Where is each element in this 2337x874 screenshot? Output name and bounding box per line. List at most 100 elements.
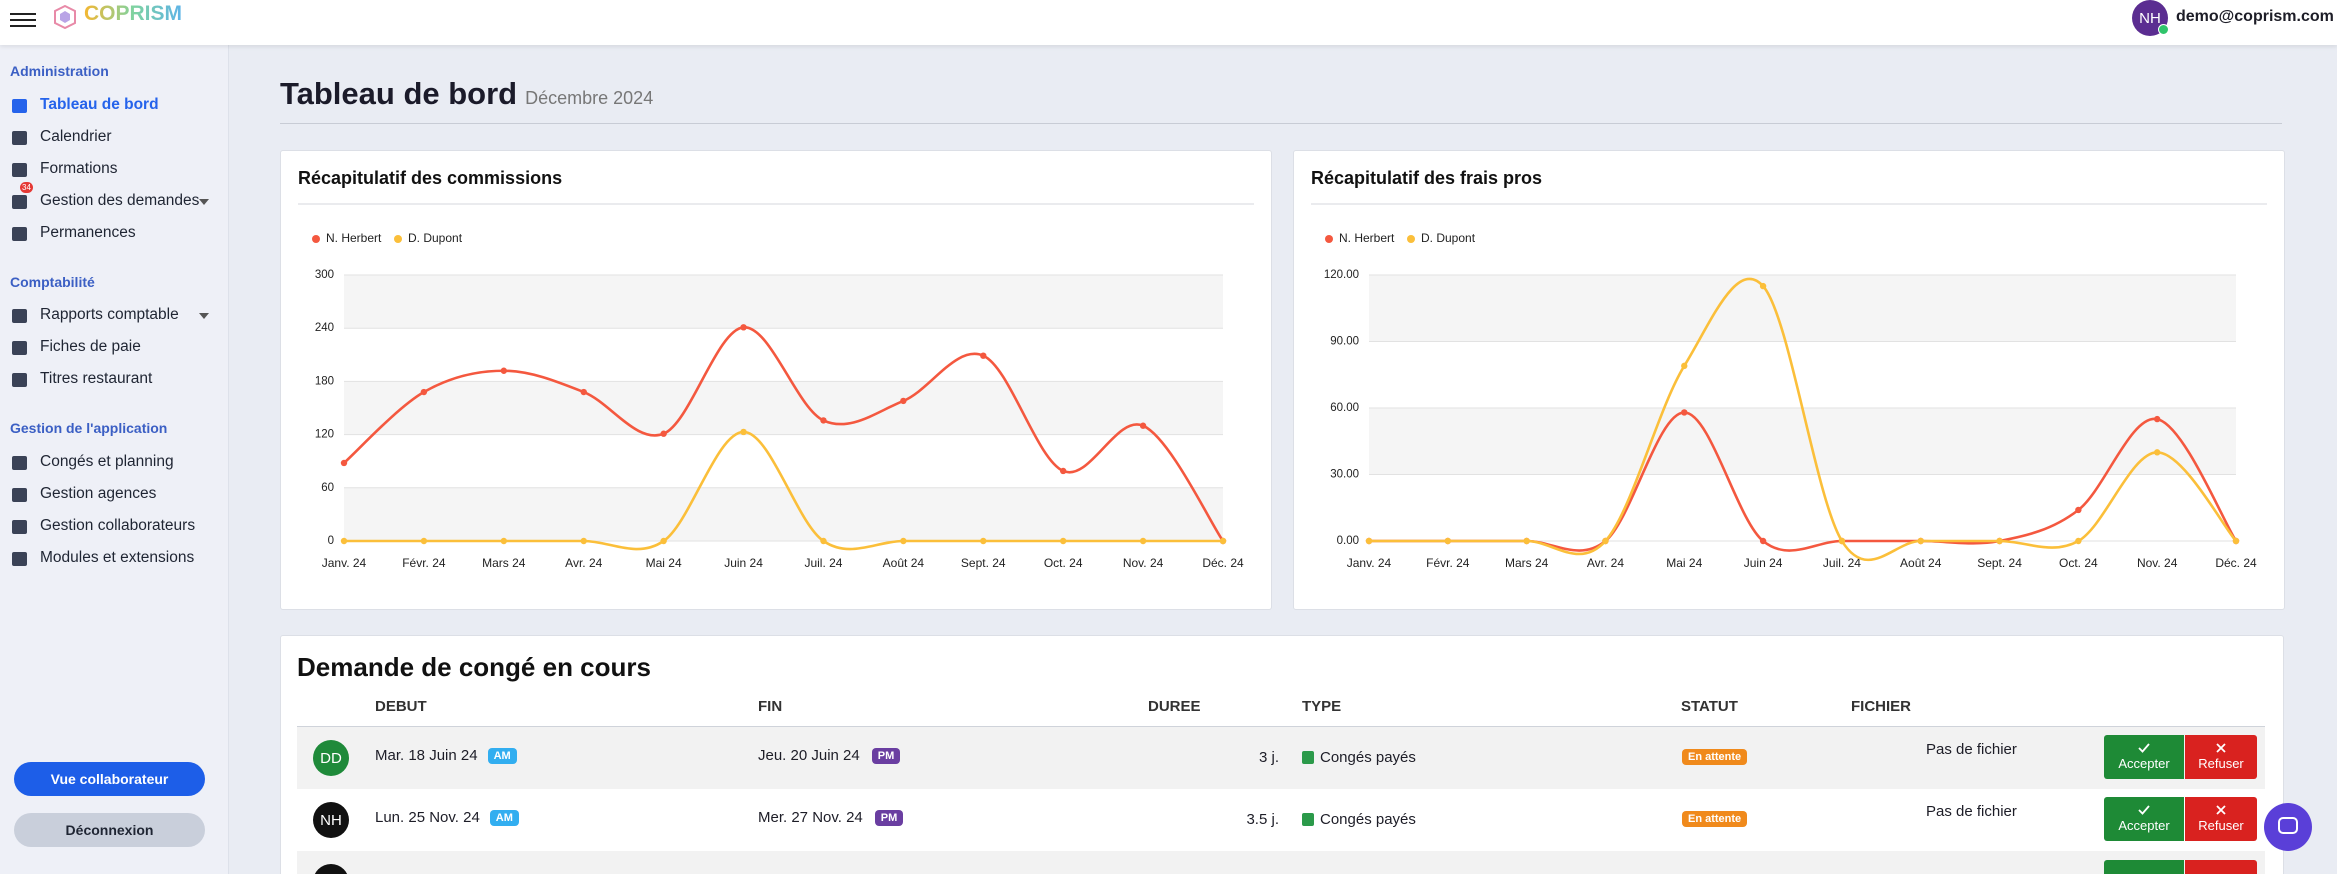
nav-icon bbox=[12, 163, 27, 177]
data-point bbox=[1139, 422, 1147, 429]
status-badge: En attente bbox=[1682, 811, 1748, 827]
data-point bbox=[420, 537, 428, 545]
nav-item[interactable]: Calendrier bbox=[40, 128, 112, 145]
y-tick-label: 0 bbox=[328, 535, 334, 547]
nav-item[interactable]: Formations bbox=[40, 160, 118, 177]
x-tick-label: Févr. 24 bbox=[402, 556, 446, 570]
end-cell: Jeu. 20 Juin 24 PM bbox=[758, 747, 901, 764]
column-header: STATUT bbox=[1681, 698, 1738, 715]
x-tick-label: Nov. 24 bbox=[2137, 556, 2178, 570]
refuse-button[interactable]: Refuser bbox=[2185, 735, 2257, 779]
data-point bbox=[1759, 282, 1767, 290]
data-point bbox=[2232, 537, 2240, 545]
section-title: Comptabilité bbox=[10, 274, 95, 290]
data-point bbox=[740, 428, 747, 436]
page-title: Tableau de bord Décembre 2024 bbox=[280, 76, 653, 112]
file: Pas de fichier bbox=[1926, 803, 2017, 820]
data-point bbox=[1444, 537, 1452, 545]
nav-item[interactable]: Rapports comptable bbox=[40, 306, 179, 323]
series-line bbox=[1369, 277, 2237, 562]
accept-button[interactable]: Accepter bbox=[2104, 735, 2184, 779]
top-bar bbox=[0, 0, 2337, 45]
column-header: FIN bbox=[758, 698, 783, 715]
caret[interactable] bbox=[199, 199, 209, 210]
status-badge: En attente bbox=[1682, 749, 1748, 765]
column-header: DUREE bbox=[1148, 698, 1201, 715]
refuse-button[interactable]: Refuser bbox=[2185, 797, 2257, 841]
chart-title: Récapitulatif des commissions bbox=[298, 168, 562, 188]
data-point bbox=[500, 537, 508, 545]
nav-icon bbox=[12, 456, 27, 470]
chart-card: Récapitulatif des frais pros 0.00 30.00 60.… bbox=[1293, 150, 2285, 610]
data-point bbox=[1139, 537, 1147, 545]
data-point bbox=[1838, 537, 1846, 545]
accept-button[interactable]: Accepter bbox=[2104, 797, 2184, 841]
badge: 34 bbox=[20, 182, 33, 193]
logo-icon bbox=[54, 5, 76, 29]
chat-bubble[interactable] bbox=[2264, 803, 2312, 851]
chart-title: Récapitulatif des frais pros bbox=[1311, 168, 1542, 188]
data-point bbox=[2075, 537, 2082, 545]
grid-band bbox=[1369, 275, 2236, 342]
data-point bbox=[420, 388, 428, 396]
y-tick-label: 60.00 bbox=[1330, 402, 1359, 414]
data-point bbox=[1681, 409, 1688, 416]
data-point bbox=[2153, 449, 2161, 456]
y-tick-label: 120 bbox=[315, 429, 334, 441]
x-tick-label: Déc. 24 bbox=[1202, 556, 1244, 570]
type-icon bbox=[1302, 813, 1314, 826]
label: Accepter bbox=[2118, 756, 2170, 771]
data-point bbox=[900, 397, 907, 405]
data-point bbox=[1681, 362, 1688, 370]
accept-button[interactable] bbox=[2104, 860, 2184, 874]
legend-label: N. Herbert bbox=[326, 231, 382, 245]
data-point bbox=[580, 388, 587, 396]
nav-icon bbox=[12, 341, 27, 355]
legend-marker bbox=[394, 235, 402, 243]
data-point bbox=[660, 537, 667, 545]
refuse-button[interactable] bbox=[2185, 860, 2257, 874]
nav-item[interactable]: Titres restaurant bbox=[40, 370, 153, 387]
caret[interactable] bbox=[199, 313, 209, 324]
nav-item[interactable]: Tableau de bord bbox=[40, 96, 159, 113]
nav-icon bbox=[12, 309, 27, 323]
nav-item[interactable]: Congés et planning bbox=[40, 453, 174, 470]
nav-item[interactable]: Gestion des demandes bbox=[40, 192, 200, 209]
x-tick-label: Août 24 bbox=[1900, 556, 1942, 570]
data-point bbox=[1365, 537, 1373, 545]
grid-band bbox=[1369, 408, 2236, 475]
x-tick-label: Avr. 24 bbox=[565, 556, 602, 570]
nav-item[interactable]: Permanences bbox=[40, 224, 136, 241]
x-tick-label: Juin 24 bbox=[724, 556, 763, 570]
nav-icon bbox=[12, 195, 27, 209]
menu-button[interactable] bbox=[10, 10, 36, 28]
logo-text: COPRISM bbox=[84, 2, 183, 25]
chart: Récapitulatif des frais pros 0.00 30.00 60.… bbox=[1311, 168, 2267, 570]
status-dot bbox=[2158, 24, 2169, 35]
button[interactable]: Déconnexion bbox=[14, 813, 205, 847]
column-header: DEBUT bbox=[375, 698, 427, 715]
nav-item[interactable]: Gestion agences bbox=[40, 485, 157, 502]
nav-item[interactable]: Gestion collaborateurs bbox=[40, 517, 196, 534]
label: Refuser bbox=[2198, 818, 2244, 833]
half-badge: PM bbox=[871, 747, 901, 764]
grid-band bbox=[344, 487, 1223, 541]
user-email[interactable]: demo@coprism.com bbox=[2176, 8, 2334, 25]
data-point bbox=[500, 367, 508, 374]
avatar[interactable]: NH bbox=[2132, 0, 2168, 36]
button[interactable]: Vue collaborateur bbox=[14, 762, 205, 796]
nav-item[interactable]: Fiches de paie bbox=[40, 338, 141, 355]
grid-band bbox=[344, 275, 1223, 329]
data-point bbox=[2075, 506, 2082, 514]
x-tick-label: Juil. 24 bbox=[804, 556, 842, 570]
column-header: FICHIER bbox=[1851, 698, 1911, 715]
data-point bbox=[1759, 537, 1767, 545]
nav-icon bbox=[12, 552, 27, 566]
data-point bbox=[1059, 467, 1067, 475]
duration: 3 j. bbox=[1258, 749, 1279, 766]
avatar: DD bbox=[313, 740, 349, 776]
x-tick-label: Déc. 24 bbox=[2215, 556, 2257, 570]
data-point bbox=[1523, 537, 1530, 545]
nav-icon bbox=[12, 488, 27, 502]
nav-item[interactable]: Modules et extensions bbox=[40, 549, 195, 566]
